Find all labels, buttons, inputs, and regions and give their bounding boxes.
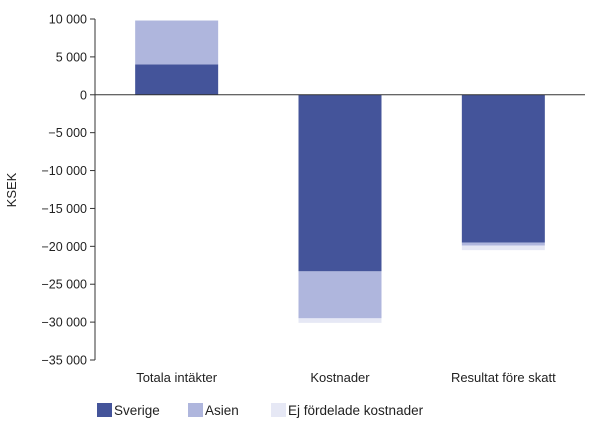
x-tick-label: Resultat före skatt (451, 370, 556, 385)
y-tick-label: −25 000 (41, 278, 87, 292)
legend: Sverige Asien Ej fördelade kostnader (97, 403, 424, 418)
y-axis-title: KSEK (4, 172, 19, 207)
legend-swatch (271, 403, 286, 417)
bars (135, 20, 545, 323)
x-axis-labels: Totala intäkter Kostnader Resultat före sk… (136, 370, 556, 385)
legend-label: Ej fördelade kostnader (288, 403, 424, 418)
x-tick-label: Kostnader (310, 370, 370, 385)
bar-segment (298, 271, 382, 319)
legend-label: Asien (205, 403, 239, 418)
bar-segment (135, 20, 219, 65)
bar-segment (461, 94, 545, 243)
y-tick-label: −15 000 (41, 202, 87, 216)
y-tick-label: 5 000 (56, 50, 87, 64)
bar-segment (461, 245, 545, 251)
bar-segment (298, 94, 382, 272)
y-axis: 10 000 5 000 0 −5 000 −10 000 −15 000 −20 000 −… (41, 13, 96, 368)
y-tick-label: −5 000 (48, 126, 87, 140)
y-tick-label: −30 000 (41, 316, 87, 330)
y-tick-label: −20 000 (41, 240, 87, 254)
y-tick-label: −35 000 (41, 354, 87, 368)
y-tick-label: −10 000 (41, 164, 87, 178)
bar-segment (461, 242, 545, 246)
bar-segment (135, 64, 219, 95)
legend-swatch (188, 403, 203, 417)
y-tick-label: 10 000 (49, 13, 87, 27)
y-tick-label: 0 (80, 88, 87, 102)
legend-label: Sverige (114, 403, 160, 418)
x-tick-label: Totala intäkter (136, 370, 218, 385)
bar-segment (298, 318, 382, 323)
legend-swatch (97, 403, 112, 417)
